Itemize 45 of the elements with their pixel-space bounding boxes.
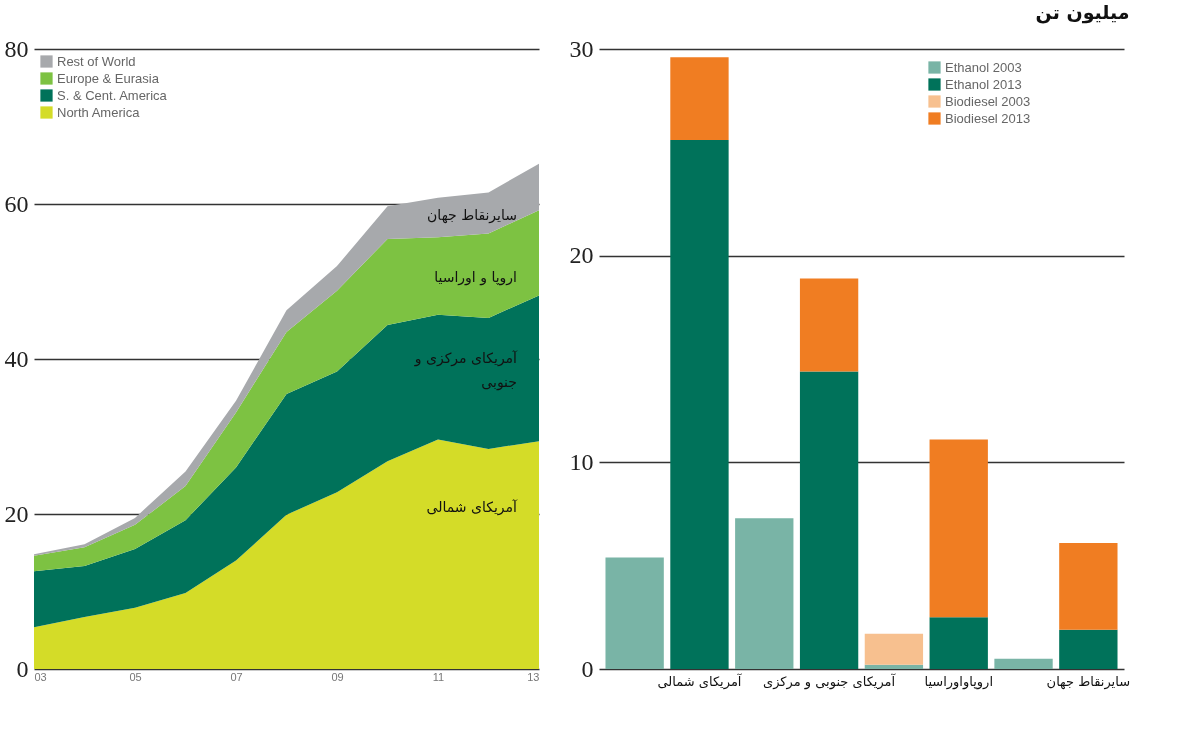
- legend-label: Ethanol 2003: [945, 59, 1022, 75]
- y-tick-label: 20: [4, 500, 29, 527]
- x-tick-label: 11: [432, 670, 445, 683]
- y-tick-label: 60: [4, 190, 29, 217]
- x-tick-label: 13: [527, 670, 540, 683]
- bar: [670, 57, 729, 140]
- y-tick-label: 10: [569, 448, 594, 475]
- bar: [864, 664, 924, 669]
- bar: [929, 439, 988, 618]
- legend-label: Europe & Eurasia: [57, 70, 160, 86]
- x-tick-label: اروپاواوراسیا: [924, 673, 994, 690]
- legend-label: North America: [57, 104, 141, 120]
- bar: [670, 139, 729, 669]
- y-tick-label: 40: [4, 345, 29, 372]
- y-tick-label: 20: [569, 242, 594, 269]
- bar: [994, 658, 1053, 669]
- bar: [799, 278, 859, 372]
- x-tick-label: 03: [34, 670, 47, 683]
- bar: [799, 371, 859, 669]
- bar: [1059, 629, 1118, 669]
- y-tick-label: 0: [581, 655, 594, 682]
- annotation: سایرنقاط جهان: [427, 207, 517, 225]
- legend-label: Biodiesel 2003: [945, 93, 1031, 109]
- x-tick-label: آمریکای شمالی: [657, 672, 743, 690]
- chart-title: میلیون تن: [1035, 1, 1130, 24]
- legend-label: S. & Cent. America: [57, 87, 168, 103]
- bar: [1059, 542, 1118, 630]
- y-tick-label: 0: [16, 655, 29, 682]
- x-tick-label: 09: [331, 670, 344, 683]
- x-tick-label: آمریکای جنوبی و مرکزی: [763, 672, 897, 690]
- bar: [929, 617, 988, 669]
- bar: [735, 518, 794, 669]
- bar: [605, 557, 664, 669]
- y-tick-label: 30: [569, 35, 594, 62]
- x-tick-label: سایرنقاط جهان: [1046, 673, 1131, 690]
- annotation: اروپا و اوراسیا: [434, 269, 517, 287]
- annotation: آمریکای مرکزی و جنوبی: [413, 350, 519, 391]
- legend-label: Rest of World: [57, 53, 136, 69]
- legend-label: Ethanol 2013: [945, 76, 1022, 92]
- x-tick-label: 07: [230, 670, 243, 683]
- legend-label: Biodiesel 2013: [945, 110, 1031, 126]
- y-tick-label: 80: [4, 35, 29, 62]
- bar: [864, 633, 924, 665]
- annotation: آمریکای شمالی: [426, 498, 519, 516]
- x-tick-label: 05: [129, 670, 142, 683]
